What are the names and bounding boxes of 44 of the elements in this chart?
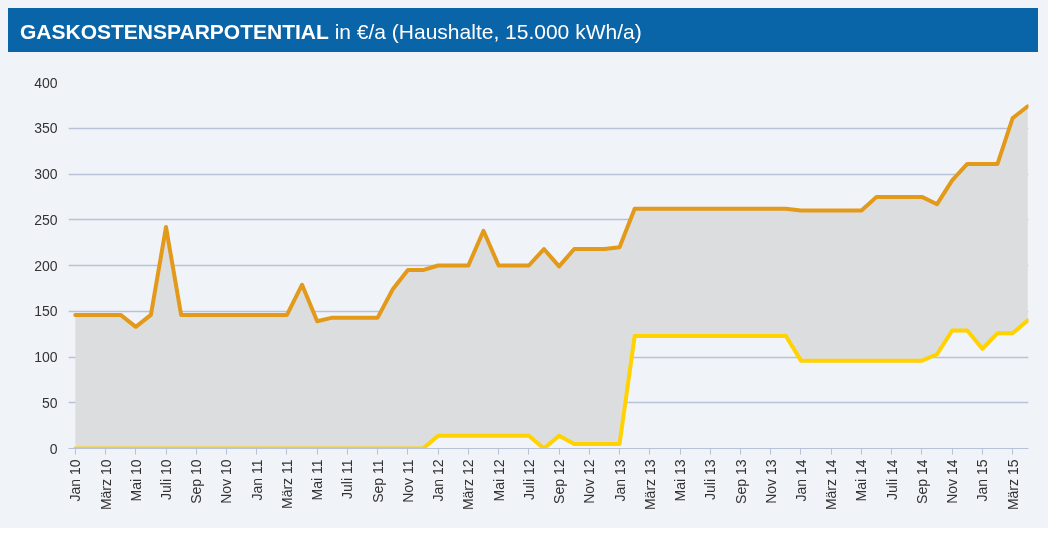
x-tick-label: März 10 xyxy=(97,459,114,511)
x-tick-label: Juli 10 xyxy=(158,459,175,500)
x-tick-label: März 13 xyxy=(641,459,658,511)
x-tick-label: Jan 11 xyxy=(248,459,265,501)
y-tick-label: 150 xyxy=(34,303,58,320)
x-tick-label: Mai 10 xyxy=(127,459,144,502)
x-tick-label: Sep 14 xyxy=(913,459,930,504)
y-tick-label: 300 xyxy=(34,166,58,182)
x-tick-label: Jan 12 xyxy=(430,459,447,502)
x-tick-label: Juli 14 xyxy=(883,459,900,500)
chart-title: GASKOSTENSPARPOTENTIAL in €/a (Haushalte, 15.000 kWh/a) xyxy=(8,8,1038,52)
x-tick-label: Nov 11 xyxy=(399,459,416,503)
x-tick-label: März 11 xyxy=(278,459,295,510)
x-tick-label: Sep 11 xyxy=(369,459,386,503)
y-tick-label: 200 xyxy=(34,257,58,274)
x-tick-label: März 15 xyxy=(1004,459,1021,511)
line-series xyxy=(73,104,1029,329)
x-tick-label: Sep 12 xyxy=(551,459,568,504)
x-tick-label: Juli 11 xyxy=(339,459,356,499)
y-tick-label: 250 xyxy=(34,211,58,228)
x-tick-label: Sep 13 xyxy=(732,459,749,504)
line-series xyxy=(73,318,1029,449)
x-tick-label: Sep 10 xyxy=(188,459,205,504)
x-tick-label: Juli 13 xyxy=(702,459,719,500)
x-tick-label: Nov 10 xyxy=(218,459,235,504)
x-tick-label: Jan 13 xyxy=(611,459,628,502)
y-tick-label: 50 xyxy=(41,394,58,411)
x-tick-label: Juli 12 xyxy=(520,459,537,500)
x-tick-label: Nov 12 xyxy=(581,459,598,504)
y-tick-label: 0 xyxy=(49,440,58,457)
x-tick-label: Jan 10 xyxy=(67,459,84,502)
x-tick-label: Mai 14 xyxy=(853,459,870,502)
y-tick-label: 400 xyxy=(34,74,58,91)
x-tick-label: Nov 14 xyxy=(944,459,961,504)
x-tick-label: März 14 xyxy=(823,459,840,511)
x-tick-label: Mai 12 xyxy=(490,459,507,502)
x-tick-label: Mai 11 xyxy=(309,459,326,501)
y-tick-label: 100 xyxy=(34,349,58,365)
x-tick-label: März 12 xyxy=(460,459,477,511)
x-tick-label: Mai 13 xyxy=(672,459,689,502)
x-tick-label: Nov 13 xyxy=(762,459,779,504)
y-tick-label: 350 xyxy=(34,120,58,137)
x-tick-label: Jan 14 xyxy=(792,459,809,502)
x-tick-label: Jan 15 xyxy=(974,459,991,502)
